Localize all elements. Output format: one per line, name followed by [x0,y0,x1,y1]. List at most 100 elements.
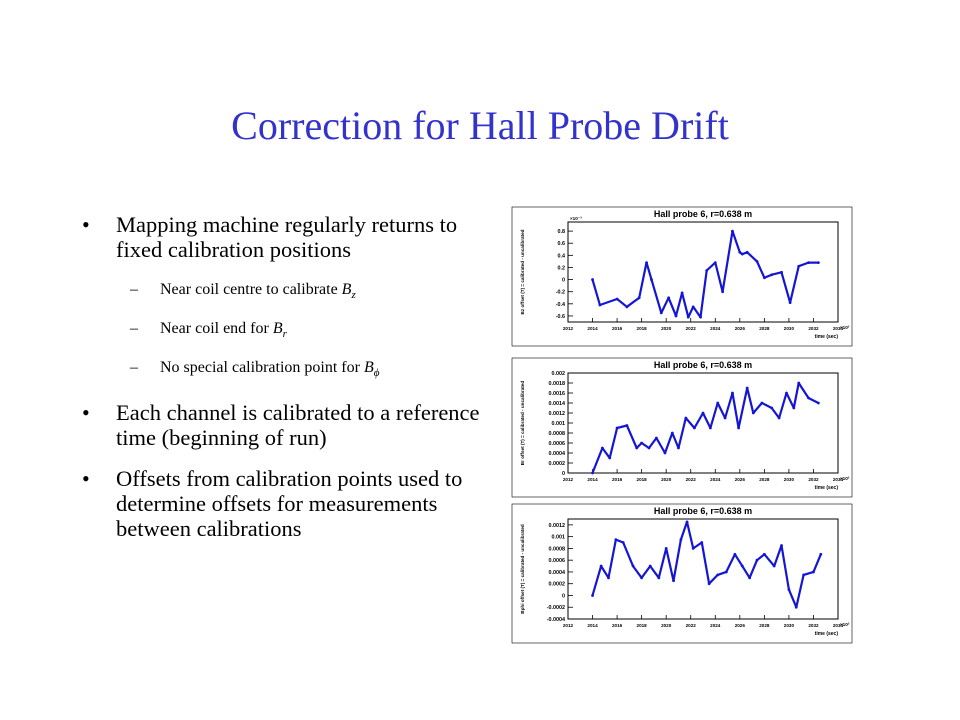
x-tick-label: 2026 [735,477,746,482]
y-axis-label: Br offset (T) = calibrated - uncalibrate… [520,381,525,466]
bz-offset-chart: Hall probe 6, r=0.638 m 2012 2014 2016 2018 2… [511,206,853,347]
data-point [701,411,705,415]
data-point [792,406,796,410]
data-point [716,573,720,577]
x-tick-label: 2014 [587,623,598,628]
series-line [591,381,819,474]
y-tick-label: -0.2 [556,290,565,296]
data-point [680,291,684,295]
data-point [699,315,702,319]
y-tick-label: 0.2 [558,265,566,271]
bphi-offset-chart: Hall probe 6, r=0.638 m 2012 2014 2016 2018 2… [511,503,853,644]
field-symbol: B [363,359,374,377]
data-point [599,564,603,568]
data-point [707,582,711,586]
data-point [663,451,667,455]
x-tick-label: 2030 [784,477,795,482]
y-exponent-label: ×10⁻³ [570,216,582,221]
data-point [598,303,602,307]
x-tick-label: 2014 [587,326,598,331]
data-point [812,570,815,574]
y-tick-label: 0.0004 [549,570,566,576]
data-point [708,426,712,430]
x-tick-label: 2012 [563,623,574,628]
y-tick-label: -0.0002 [547,605,565,611]
x-tick-label: 2016 [612,326,623,331]
data-point [625,424,629,427]
data-point [670,431,674,435]
data-point [615,426,619,430]
y-tick-label: 0.0004 [549,451,566,457]
data-point [615,297,619,301]
x-tick-label: 2022 [686,623,697,628]
data-point [794,605,798,609]
data-point [748,576,752,580]
field-subscript: ϕ [373,367,380,380]
data-point [657,576,661,580]
data-point [797,381,801,385]
bullet-item: • Offsets from calibration points used t… [82,466,502,541]
data-point [738,250,742,254]
x-tick-label: 2020 [661,477,672,482]
x-tick-label: 2018 [637,623,648,628]
x-axis-label: time (sec) [815,334,839,340]
data-point [713,261,717,265]
bullet-text: Offsets from calibration points used to … [116,465,463,541]
x-axis-label: time (sec) [815,631,839,637]
bullet-item: • Each channel is calibrated to a refere… [82,400,502,450]
y-axis-label: Bz offset (T) = calibrated - uncalibrate… [520,229,525,314]
y-tick-label: 0.002 [552,371,566,377]
field-subscript: r [282,328,287,341]
data-point [685,520,689,524]
data-point [816,261,820,265]
data-point [677,446,680,450]
x-tick-label: 2028 [759,326,770,331]
data-point [674,314,678,318]
data-point [737,426,740,430]
data-point [755,259,759,263]
data-point [700,541,704,544]
y-tick-label: 0.0012 [549,523,566,529]
y-tick-label: 0.0008 [549,431,566,437]
data-point [686,315,690,319]
x-tick-label: 2032 [808,477,819,482]
data-point [807,261,810,265]
data-point [607,576,610,580]
data-point [762,552,766,556]
dash-icon: – [130,320,138,338]
y-tick-label: -0.6 [556,314,565,320]
chart-title: Hall probe 6, r=0.638 m [654,360,752,370]
data-point [797,264,801,268]
data-point [679,538,683,541]
x-tick-label: 2024 [710,477,721,482]
data-point [807,396,810,400]
data-point [745,250,749,254]
data-point [591,471,594,475]
x-tick-label: 2030 [784,623,795,628]
data-point [621,541,625,544]
x-tick-label: 2026 [735,326,746,331]
y-tick-label: 0 [562,278,565,284]
y-tick-label: 0.0014 [549,401,566,407]
data-point [608,456,612,460]
data-point [733,552,737,556]
data-point [659,311,663,315]
bullet-dot-icon: • [82,212,90,237]
data-point [740,564,744,568]
br-offset-chart: Hall probe 6, r=0.638 m 2012 2014 2016 2018 2… [511,357,853,498]
bullet-dot-icon: • [82,399,90,425]
x-tick-label: 2012 [563,477,574,482]
x-tick-label: 2024 [710,623,721,628]
data-point [684,416,688,420]
x-exponent-label: ×10³ [840,325,850,330]
x-tick-label: 2018 [637,326,648,331]
y-tick-label: 0.0018 [549,381,566,387]
bullet-text: Each channel is calibrated to a referenc… [116,399,480,450]
data-point [819,552,823,556]
x-tick-label: 2018 [637,477,648,482]
y-tick-label: 0.4 [558,253,566,259]
x-tick-label: 2020 [661,326,672,331]
x-tick-label: 2012 [563,326,574,331]
data-point [591,594,594,597]
data-point [723,416,727,420]
